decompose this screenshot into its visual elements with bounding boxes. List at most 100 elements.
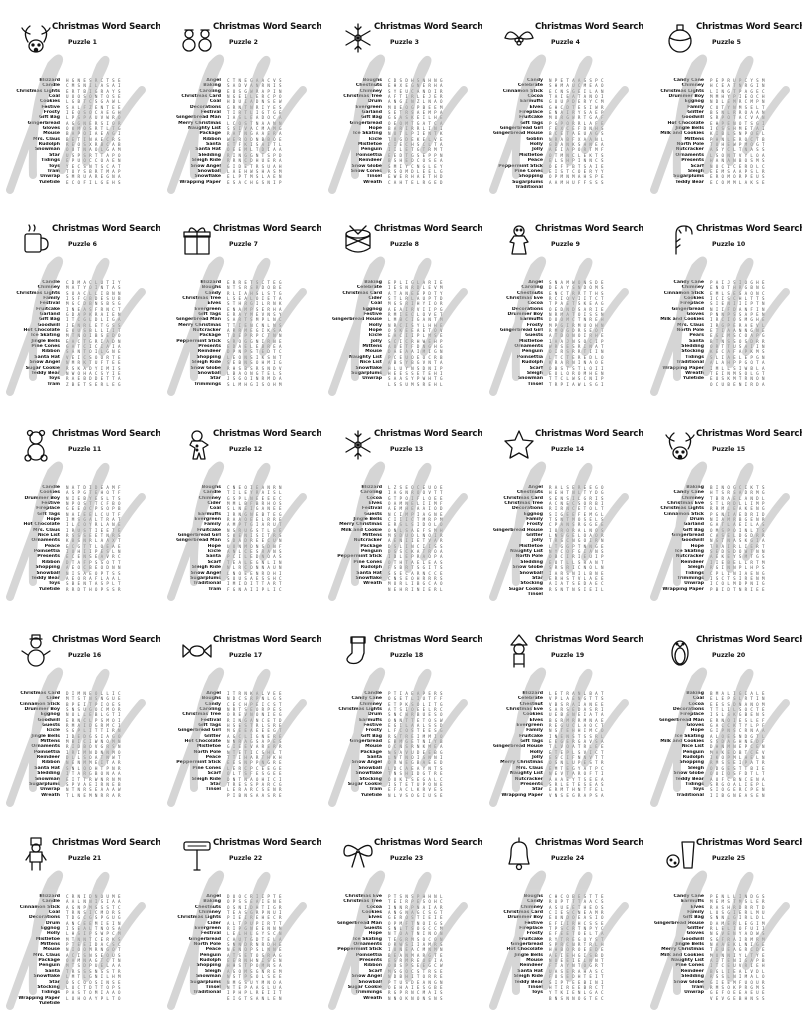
puzzle-title: Christmas Word Search — [374, 22, 482, 32]
puzzle-number: Puzzle 9 — [551, 241, 580, 248]
puzzle-number: Puzzle 7 — [229, 241, 258, 248]
word-list-item: Tinsel — [527, 381, 543, 387]
puzzle-title: Christmas Word Search — [213, 224, 321, 234]
puzzle-number: Puzzle 20 — [712, 652, 746, 659]
ornament-icon — [668, 24, 692, 53]
puzzle-number: Puzzle 17 — [229, 652, 263, 659]
word-list: Angel Boughs Candy Caroling Christmas Tree Fe… — [163, 691, 221, 793]
puzzle-20: Christmas Word Search Puzzle 20 Baking Coal… — [646, 633, 802, 833]
letter-grid: ITRNKALVEE NDCSRPNLGS CECHPEICST NRTSEORPES… — [227, 691, 319, 798]
puzzle-title: Christmas Word Search — [535, 22, 643, 32]
puzzle-number: Puzzle 22 — [229, 855, 263, 862]
puzzle-13: Christmas Word Search Puzzle 13 Blizzard Ca… — [324, 427, 482, 627]
letter-grid: NPETAASSPC SHMAUCMEAO ECNSGEILAN TAIEATANOI… — [549, 78, 641, 185]
letter-grid-row: PBIDTNRIEE — [710, 586, 768, 592]
letter-grid: LETRANLBAT VPLAENGTTS VBSRAIANEE SARSEDASRI… — [549, 691, 641, 798]
letter-grid-row: TRPIAWLSGI — [549, 381, 607, 387]
bell-icon — [508, 837, 530, 871]
letter-grid-row: EIGTSANLEN — [227, 995, 285, 1001]
word-list-item: Wreath — [41, 792, 60, 798]
puzzle-title: Christmas Word Search — [696, 22, 802, 32]
word-list-item: Wrapping Paper — [501, 792, 543, 798]
word-list: Baking Candy Cane Chimney Christmas Eve Chri… — [646, 485, 704, 592]
letter-grid-row: VNSEGRAPSA — [549, 792, 607, 798]
letter-grid: RALSEREEGO HEHTNLTYDG SENSILGRIS ACNECSORBI… — [549, 485, 641, 592]
stocking-icon — [346, 636, 366, 665]
letter-grid-row: IIBGNEASEN — [710, 792, 768, 798]
letter-grid-row: NEHRINIERL — [388, 586, 446, 592]
letter-grid: HGNESRCTSE CMSNILASAI ERTBIGRAYS UOOSONTOSE… — [66, 78, 158, 185]
word-list-item: Tinsel — [205, 787, 221, 793]
word-list-item: Gingerbread House — [492, 131, 543, 137]
puzzle-4: Christmas Word Search Puzzle 4 Candy Celebr… — [485, 20, 643, 220]
puzzle-number: Puzzle 18 — [390, 652, 424, 659]
word-list: Angel Baking Chestnuts Chimney Christmas Lig… — [163, 894, 221, 996]
word-list-item: Trimmings — [194, 381, 221, 387]
puzzle-title: Christmas Word Search — [535, 635, 643, 645]
penguin-icon — [671, 640, 689, 666]
word-list-item: Yuletide — [682, 376, 704, 382]
puzzle-12: Christmas Word Search Puzzle 12 Boughs Cand… — [163, 427, 321, 627]
word-list: Baking Celebrate Christmas Card Cider Coal Eg… — [324, 280, 382, 382]
word-list: Candy Cane Earmuffs Elves Family Gift Bag Gin… — [646, 894, 704, 996]
letter-grid-row: RRDTHOPSSR — [66, 586, 124, 592]
letter-grid-row: NLVSOGIUSE — [388, 792, 446, 798]
word-list-item: Yuletide — [38, 586, 60, 592]
letter-grid: BINOGCIKTS HTSRSADRMG TBRAELANDL STLRDLLIMP… — [710, 485, 802, 592]
puzzle-24: Christmas Word Search Puzzle 24 Boughs Cand… — [485, 836, 643, 1036]
puzzle-title: Christmas Word Search — [213, 635, 321, 645]
puzzle-title: Christmas Word Search — [374, 224, 482, 234]
reindeer-icon — [21, 25, 51, 53]
word-list-item: Yuletide — [38, 179, 60, 185]
letter-grid: SNAMWONSDE DEAYSNDOMS ENCTRRTTHS RCIOVIITCT… — [549, 280, 641, 387]
word-list: Christmas Eve Christmas Tree Cocoa Cookies E… — [324, 894, 382, 1001]
letter-grid: PEPRUPCYSM HCEATNRGIN LINGTPAGEC MMHYPIEOCH… — [710, 78, 802, 185]
puzzle-10: Christmas Word Search Puzzle 10 Candy Cane… — [646, 222, 802, 422]
puzzle-title: Christmas Word Search — [52, 838, 160, 848]
letter-grid: CRNIDNOUME AALNNISIAA AGNPMSSSTC TRNSICMDRS… — [66, 894, 158, 1001]
puzzle-title: Christmas Word Search — [52, 429, 160, 439]
letter-grid: LZSEOCEUOE IAGNROOVTT GTPOIFLOEE OAMNELIIMF… — [388, 485, 480, 592]
word-list: Angel Chestnuts Christmas Card Christmas Tr… — [485, 485, 543, 597]
word-list: Blizzard Boughs Candy Christmas Tree Elves Ev… — [163, 280, 221, 387]
cocoa-mug-icon — [24, 224, 49, 253]
word-list-item: Yuletide — [360, 792, 382, 798]
letter-grid-row: NNOKNONSNS — [388, 995, 446, 1001]
letter-grid-row: ECOFILGEHS — [66, 179, 124, 185]
puzzle-number: Puzzle 12 — [229, 446, 263, 453]
word-list-item: Traditional — [676, 792, 704, 798]
puzzle-25: Christmas Word Search Puzzle 25 Candy Cane… — [646, 836, 802, 1036]
word-list: Blizzard Caroling Cocoa Elves Festival Guests… — [324, 485, 382, 587]
puzzle-title: Christmas Word Search — [696, 635, 802, 645]
letter-grid-row: CAHTELRGED — [388, 179, 446, 185]
puzzle-title: Christmas Word Search — [52, 22, 160, 32]
word-list-item: Wreath — [363, 995, 382, 1001]
letter-grid-row: VEVGEBHNSS — [710, 995, 768, 1001]
word-list: Christmas Card Cider Cinnamon Stick Drummer… — [2, 691, 60, 798]
letter-grid-row: OCUBENIRDA — [710, 381, 768, 387]
letter-grid-row: RSNTNSIEIL — [549, 586, 607, 592]
word-list-item: Tram — [47, 381, 60, 387]
word-list-item: Toys — [531, 990, 543, 996]
milk-cookies-icon — [666, 841, 695, 869]
letter-grid: EPLIGLARIE IESNRDLEVM ATANEEPDTY STLRLAUPTD… — [388, 280, 480, 387]
word-list-item: Wreath — [363, 581, 382, 587]
letter-grid-row: LSSUMSREHL — [388, 381, 446, 387]
snowman-icon — [21, 634, 51, 667]
holly-icon — [504, 31, 534, 46]
letter-grid: CHCOBESTTE ROPTTTAACS ASUEETHEOS CIESCNEAMR… — [549, 894, 641, 1001]
puzzle-title: Christmas Word Search — [213, 22, 321, 32]
puzzle-title: Christmas Word Search — [213, 838, 321, 848]
word-list-item: Wrapping Paper — [179, 179, 221, 185]
snowflake-icon — [345, 23, 371, 53]
puzzle-title: Christmas Word Search — [696, 224, 802, 234]
puzzle-title: Christmas Word Search — [535, 224, 643, 234]
puzzle-21: Christmas Word Search Puzzle 21 Blizzard Ca… — [2, 836, 160, 1036]
gingerbread-man-icon — [189, 430, 209, 460]
letter-grid: PENLLINDGS MEMSTMSLER RASHRDRRTD LUSGIERLMU… — [710, 894, 802, 1001]
letter-grid-row: PIBNSAASRE — [227, 792, 285, 798]
teddy-bear-icon — [24, 429, 48, 462]
puzzle-9: Christmas Word Search Puzzle 9 Angel Caroli… — [485, 222, 643, 422]
letter-grid: DUOCRIIPTE OPSSEAIENE OSNIDHTIGR TEASGRPNUI… — [227, 894, 319, 1001]
puzzle-number: Puzzle 13 — [390, 446, 424, 453]
